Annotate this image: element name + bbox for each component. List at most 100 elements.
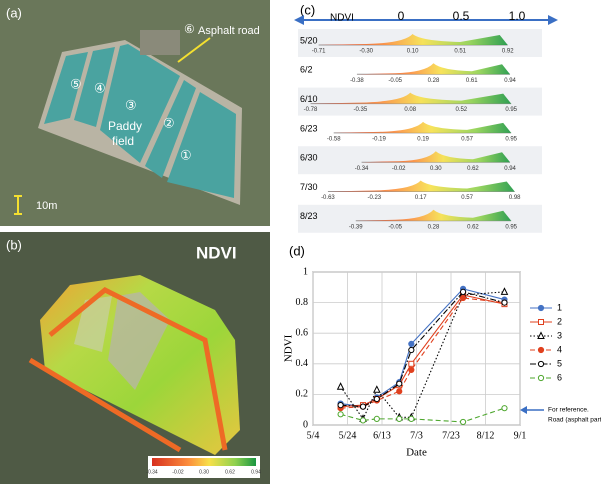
colorbar-label: -0.02: [172, 469, 184, 475]
plot-number: ③: [125, 97, 137, 112]
panel-label: (a): [6, 5, 22, 20]
colorbar-label: 0.30: [199, 469, 209, 475]
row-date: 6/30: [300, 153, 318, 163]
hist-value: 0.57: [461, 195, 473, 201]
panel-label: (d): [289, 243, 305, 258]
hist-value: -0.34: [355, 166, 369, 172]
marker: [460, 295, 465, 300]
marker: [502, 406, 507, 411]
hist-value: 0.92: [502, 49, 514, 55]
annotation: Road (asphalt part): [548, 417, 601, 424]
marker: [338, 412, 343, 417]
marker: [538, 375, 543, 380]
panel-a: (a) ⑥ Asphalt road ① ② ③ ④ ⑤ Paddy field…: [0, 0, 270, 226]
legend-label: 2: [557, 316, 562, 326]
road-number: ⑥: [184, 22, 195, 36]
annotation: For reference.: [548, 407, 589, 414]
colorbar-label: 0.94: [251, 469, 261, 475]
marker: [409, 361, 414, 366]
annotation-arrow-head: [520, 406, 527, 414]
panel-title: NDVI: [196, 243, 237, 262]
hist-value: 0.61: [466, 78, 478, 84]
colorbar-label: 0.62: [225, 469, 235, 475]
plot-number: ①: [180, 147, 192, 162]
hist-value: -0.58: [327, 136, 341, 142]
x-tick-label: 6/13: [373, 430, 391, 441]
y-tick-label: 0.8: [296, 297, 309, 308]
panel-b: (b) NDVI: [0, 232, 270, 484]
legend-label: 3: [557, 330, 562, 340]
marker: [409, 341, 414, 346]
marker: [538, 347, 543, 352]
hist-value: 0.95: [505, 136, 517, 142]
marker: [538, 305, 543, 310]
y-axis-label: NDVI: [283, 334, 295, 362]
plot-number: ⑤: [70, 76, 82, 91]
hist-value: 0.57: [461, 136, 473, 142]
hist-value: -0.23: [367, 195, 381, 201]
y-tick-label: 0: [303, 419, 308, 430]
axis-tick-label: 0: [398, 9, 405, 23]
colorbar: [152, 458, 256, 466]
row-date: 5/20: [300, 35, 318, 45]
field-label: field: [112, 134, 134, 148]
y-tick-label: 1: [303, 266, 308, 277]
panel-label: (c): [300, 2, 315, 17]
hist-value: -0.38: [350, 78, 364, 84]
hist-value: 0.51: [454, 49, 466, 55]
hist-value: -0.39: [349, 224, 363, 230]
marker: [539, 320, 544, 325]
y-tick-label: 0.2: [296, 389, 309, 400]
y-tick-label: 0.6: [296, 327, 309, 338]
axis-tick-label: 0.5: [453, 9, 470, 23]
marker: [409, 367, 414, 372]
plot-number: ④: [94, 80, 106, 95]
legend-label: 1: [557, 302, 562, 312]
hist-value: -0.30: [359, 49, 373, 55]
hist-value: 0.08: [404, 107, 416, 113]
row-date: 6/10: [300, 94, 318, 104]
marker: [374, 416, 379, 421]
hist-value: -0.02: [392, 166, 406, 172]
axis-tick-label: 1.0: [509, 9, 526, 23]
y-tick-label: 0.4: [296, 358, 309, 369]
marker: [397, 416, 402, 421]
hist-value: 0.19: [417, 136, 429, 142]
row-date: 6/2: [300, 65, 313, 75]
marker: [538, 333, 544, 339]
hist-value: -0.05: [388, 224, 402, 230]
hist-value: 0.17: [415, 195, 427, 201]
hist-value: 0.28: [428, 78, 440, 84]
x-tick-label: 9/1: [514, 430, 527, 441]
hist-value: -0.71: [312, 49, 326, 55]
axis-label: NDVI: [330, 13, 354, 24]
legend-label: 4: [557, 344, 562, 354]
x-axis-label: Date: [406, 447, 427, 459]
marker: [360, 404, 365, 409]
hist-value: 0.95: [505, 224, 517, 230]
marker: [360, 418, 365, 423]
hist-value: 0.28: [428, 224, 440, 230]
x-tick-label: 8/12: [477, 430, 495, 441]
legend-label: 6: [557, 372, 562, 382]
hist-value: -0.19: [372, 136, 386, 142]
marker: [409, 347, 414, 352]
hist-value: -0.63: [321, 195, 335, 201]
hist-value: 0.30: [430, 166, 442, 172]
hist-value: -0.78: [304, 107, 318, 113]
hist-value: -0.35: [354, 107, 368, 113]
marker: [460, 289, 465, 294]
row-date: 7/30: [300, 182, 318, 192]
hist-value: 0.95: [505, 107, 517, 113]
field-label: Paddy: [108, 119, 142, 133]
hist-value: 0.52: [455, 107, 467, 113]
figure: (a) ⑥ Asphalt road ① ② ③ ④ ⑤ Paddy field…: [0, 0, 601, 484]
hist-value: -0.05: [388, 78, 402, 84]
arrow-head: [294, 15, 304, 25]
marker: [538, 361, 543, 366]
marker: [374, 396, 379, 401]
marker: [397, 389, 402, 394]
hist-value: 0.10: [407, 49, 419, 55]
hist-value: 0.98: [509, 195, 521, 201]
